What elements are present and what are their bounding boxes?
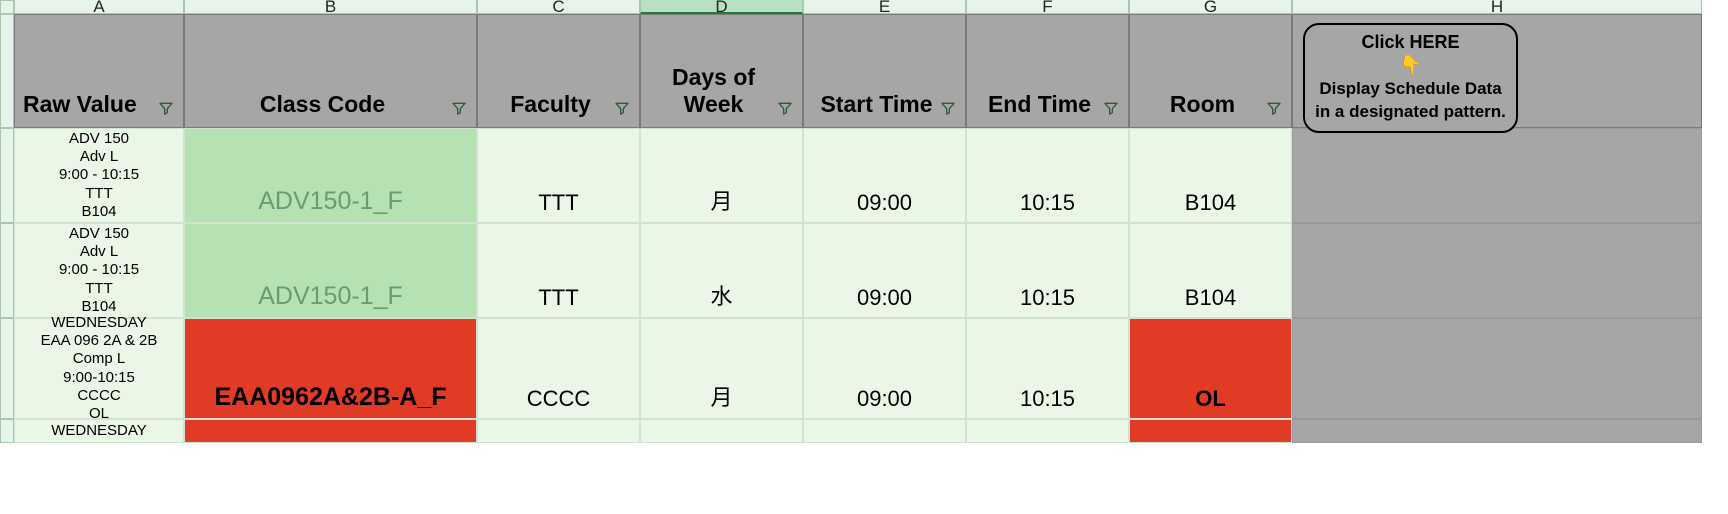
- button-line2a: Display Schedule Data: [1315, 78, 1506, 99]
- class-code-text: EAA0962A&2B-A_F: [214, 383, 446, 412]
- header-raw-value[interactable]: Raw Value: [14, 14, 184, 128]
- raw-value-cell[interactable]: ADV 150 Adv L 9:00 - 10:15 TTT B104: [14, 223, 184, 318]
- raw-line: 9:00 - 10:15: [59, 166, 139, 184]
- day-cell[interactable]: 水: [640, 223, 803, 318]
- end-cell[interactable]: 10:15: [966, 128, 1129, 223]
- raw-line: TTT: [85, 185, 113, 203]
- row-number[interactable]: [0, 419, 14, 443]
- raw-value-cell[interactable]: ADV 150 Adv L 9:00 - 10:15 TTT B104: [14, 128, 184, 223]
- raw-line: EAA 096 2A & 2B: [41, 332, 158, 350]
- header-days-of-week[interactable]: Days of Week: [640, 14, 803, 128]
- room-cell[interactable]: OL: [1129, 318, 1292, 419]
- h-cell[interactable]: [1292, 419, 1702, 443]
- filter-icon[interactable]: [1102, 99, 1120, 117]
- header-start-time[interactable]: Start Time: [803, 14, 966, 128]
- row-number[interactable]: [0, 223, 14, 318]
- faculty-cell[interactable]: [477, 419, 640, 443]
- class-code-cell[interactable]: ADV150-1_F: [184, 128, 477, 223]
- row-number[interactable]: [0, 318, 14, 419]
- header-room[interactable]: Room: [1129, 14, 1292, 128]
- raw-line: WEDNESDAY: [51, 314, 147, 332]
- button-line1: Click HERE: [1315, 31, 1506, 54]
- spreadsheet-grid: A B C D E F G H Raw Value Class Code Fac…: [0, 0, 1728, 443]
- end-cell[interactable]: 10:15: [966, 318, 1129, 419]
- class-code-cell[interactable]: ADV150-1_F: [184, 223, 477, 318]
- header-H-cell[interactable]: Click HERE 👇 Display Schedule Data in a …: [1292, 14, 1702, 128]
- class-code-cell[interactable]: EAA0962A&2B-A_F: [184, 318, 477, 419]
- button-line2b: in a designated pattern.: [1315, 101, 1506, 122]
- end-cell[interactable]: [966, 419, 1129, 443]
- col-header-B[interactable]: B: [184, 0, 477, 14]
- raw-line: TTT: [85, 280, 113, 298]
- day-cell[interactable]: [640, 419, 803, 443]
- header-end-time[interactable]: End Time: [966, 14, 1129, 128]
- raw-value-cell[interactable]: WEDNESDAY: [14, 419, 184, 443]
- day-cell[interactable]: 月: [640, 128, 803, 223]
- faculty-cell[interactable]: TTT: [477, 223, 640, 318]
- raw-line: Comp L: [73, 350, 126, 368]
- raw-line: 9:00-10:15: [63, 369, 135, 387]
- start-cell[interactable]: 09:00: [803, 318, 966, 419]
- raw-line: ADV 150: [69, 225, 129, 243]
- col-header-C[interactable]: C: [477, 0, 640, 14]
- raw-line: Adv L: [80, 148, 118, 166]
- filter-icon[interactable]: [613, 99, 631, 117]
- row-number-header[interactable]: [0, 14, 14, 128]
- filter-icon[interactable]: [939, 99, 957, 117]
- class-code-text: ADV150-1_F: [258, 187, 403, 216]
- day-cell[interactable]: 月: [640, 318, 803, 419]
- col-header-H[interactable]: H: [1292, 0, 1702, 14]
- raw-value-cell[interactable]: WEDNESDAY EAA 096 2A & 2B Comp L 9:00-10…: [14, 318, 184, 419]
- header-class-code-label: Class Code: [185, 91, 476, 117]
- col-header-G[interactable]: G: [1129, 0, 1292, 14]
- room-cell[interactable]: B104: [1129, 128, 1292, 223]
- header-faculty[interactable]: Faculty: [477, 14, 640, 128]
- display-schedule-button[interactable]: Click HERE 👇 Display Schedule Data in a …: [1303, 23, 1518, 133]
- class-code-cell[interactable]: [184, 419, 477, 443]
- faculty-cell[interactable]: CCCC: [477, 318, 640, 419]
- start-cell[interactable]: 09:00: [803, 223, 966, 318]
- filter-icon[interactable]: [776, 99, 794, 117]
- end-cell[interactable]: 10:15: [966, 223, 1129, 318]
- h-cell[interactable]: [1292, 128, 1702, 223]
- raw-line: Adv L: [80, 243, 118, 261]
- filter-icon[interactable]: [450, 99, 468, 117]
- raw-line: WEDNESDAY: [51, 422, 147, 440]
- row-number[interactable]: [0, 128, 14, 223]
- faculty-cell[interactable]: TTT: [477, 128, 640, 223]
- filter-icon[interactable]: [1265, 99, 1283, 117]
- h-cell[interactable]: [1292, 223, 1702, 318]
- col-header-F[interactable]: F: [966, 0, 1129, 14]
- raw-line: B104: [81, 203, 116, 221]
- col-header-D[interactable]: D: [640, 0, 803, 14]
- start-cell[interactable]: [803, 419, 966, 443]
- pointing-down-icon: 👇: [1315, 54, 1506, 77]
- h-cell[interactable]: [1292, 318, 1702, 419]
- raw-line: CCCC: [77, 387, 120, 405]
- raw-line: ADV 150: [69, 130, 129, 148]
- filter-icon[interactable]: [157, 99, 175, 117]
- room-cell[interactable]: B104: [1129, 223, 1292, 318]
- col-header-E[interactable]: E: [803, 0, 966, 14]
- select-all-stub[interactable]: [0, 0, 14, 14]
- raw-line: 9:00 - 10:15: [59, 261, 139, 279]
- class-code-text: ADV150-1_F: [258, 282, 403, 311]
- start-cell[interactable]: 09:00: [803, 128, 966, 223]
- col-header-A[interactable]: A: [14, 0, 184, 14]
- header-class-code[interactable]: Class Code: [184, 14, 477, 128]
- room-cell[interactable]: [1129, 419, 1292, 443]
